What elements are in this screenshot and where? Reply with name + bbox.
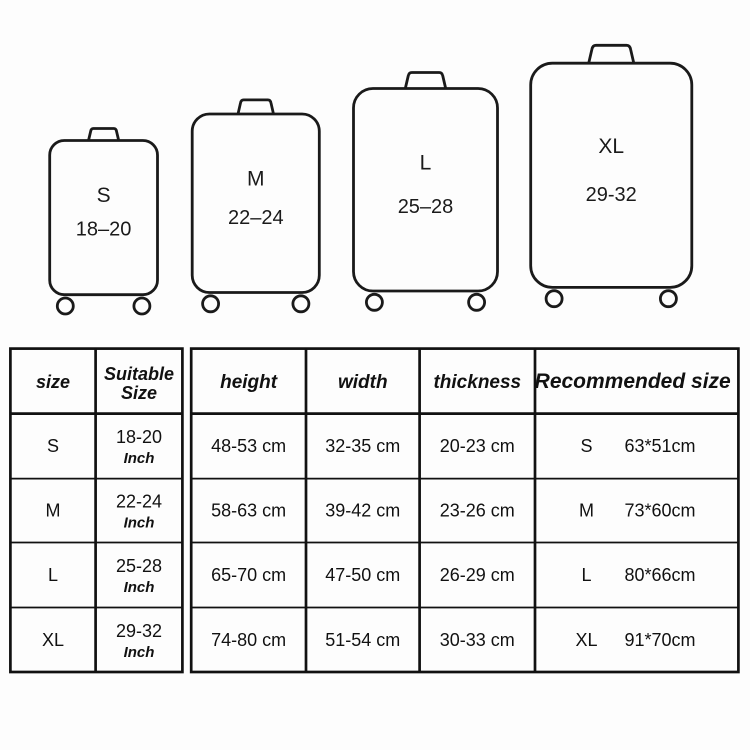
svg-text:thickness: thickness	[433, 372, 521, 393]
svg-text:XL: XL	[598, 135, 624, 158]
svg-text:29-32: 29-32	[116, 621, 162, 641]
svg-text:18–20: 18–20	[76, 218, 132, 240]
svg-text:Recommended size: Recommended size	[535, 370, 731, 393]
svg-text:height: height	[220, 372, 278, 393]
svg-text:size: size	[36, 372, 70, 392]
svg-text:22–24: 22–24	[228, 207, 284, 229]
svg-text:L: L	[581, 565, 591, 585]
svg-text:48-53 cm: 48-53 cm	[211, 436, 286, 456]
svg-text:18-20: 18-20	[116, 427, 162, 447]
svg-text:S: S	[47, 436, 59, 456]
svg-text:32-35 cm: 32-35 cm	[325, 436, 400, 456]
svg-text:L: L	[420, 152, 432, 175]
svg-text:S: S	[97, 184, 111, 207]
svg-text:20-23 cm: 20-23 cm	[440, 436, 515, 456]
svg-text:width: width	[338, 372, 388, 393]
svg-text:L: L	[48, 565, 58, 585]
svg-text:Inch: Inch	[124, 579, 155, 596]
svg-text:Size: Size	[121, 383, 157, 403]
svg-text:S: S	[580, 436, 592, 456]
svg-text:Suitable: Suitable	[104, 364, 174, 384]
svg-text:58-63 cm: 58-63 cm	[211, 501, 286, 521]
svg-text:Inch: Inch	[124, 450, 155, 467]
svg-text:29-32: 29-32	[586, 184, 637, 206]
svg-text:23-26 cm: 23-26 cm	[440, 501, 515, 521]
svg-text:91*70cm: 91*70cm	[625, 630, 696, 650]
svg-text:73*60cm: 73*60cm	[625, 501, 696, 521]
svg-text:M: M	[579, 501, 594, 521]
svg-text:30-33 cm: 30-33 cm	[440, 630, 515, 650]
svg-text:74-80 cm: 74-80 cm	[211, 630, 286, 650]
svg-text:63*51cm: 63*51cm	[625, 436, 696, 456]
svg-text:65-70 cm: 65-70 cm	[211, 565, 286, 585]
svg-text:39-42 cm: 39-42 cm	[325, 501, 400, 521]
svg-text:Inch: Inch	[124, 515, 155, 532]
svg-text:Inch: Inch	[124, 644, 155, 661]
svg-text:47-50 cm: 47-50 cm	[325, 565, 400, 585]
svg-text:XL: XL	[575, 630, 597, 650]
svg-text:M: M	[46, 501, 61, 521]
svg-text:51-54 cm: 51-54 cm	[325, 630, 400, 650]
svg-text:25–28: 25–28	[398, 196, 454, 218]
svg-text:22-24: 22-24	[116, 492, 162, 512]
svg-text:80*66cm: 80*66cm	[625, 565, 696, 585]
svg-text:XL: XL	[42, 630, 64, 650]
svg-text:M: M	[247, 167, 265, 190]
svg-text:25-28: 25-28	[116, 556, 162, 576]
svg-text:26-29 cm: 26-29 cm	[440, 565, 515, 585]
